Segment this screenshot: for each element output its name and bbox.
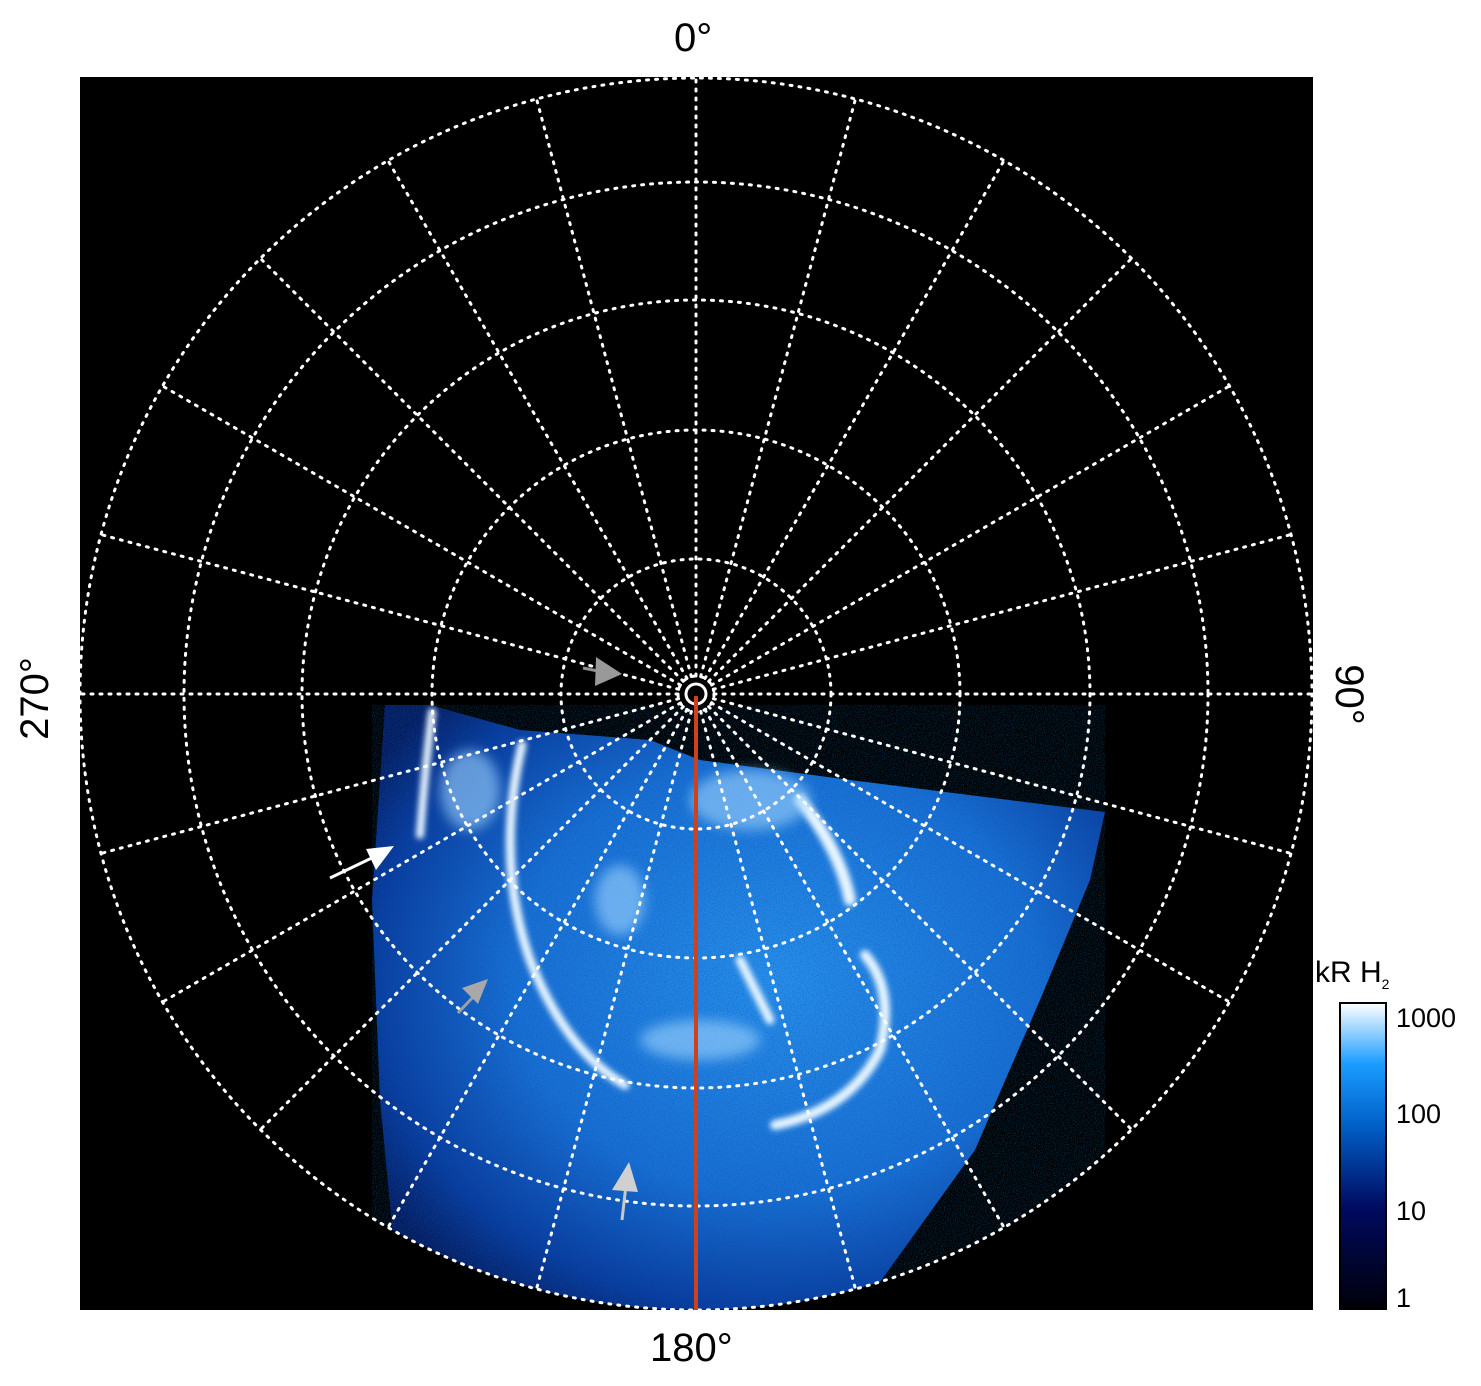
label-0deg: 0° bbox=[674, 16, 713, 60]
latitude-circle bbox=[80, 77, 1313, 1310]
longitude-line bbox=[711, 533, 1293, 691]
colorbar-title: kR H2 bbox=[1315, 956, 1390, 992]
longitude-line bbox=[703, 708, 1006, 1229]
longitude-line bbox=[710, 701, 1231, 1004]
longitude-line bbox=[386, 708, 689, 1229]
longitude-line bbox=[535, 97, 693, 679]
longitude-line bbox=[161, 701, 682, 1004]
longitude-line bbox=[699, 97, 857, 679]
longitude-line bbox=[386, 159, 689, 680]
colorbar-tick: 100 bbox=[1396, 1099, 1442, 1129]
longitude-line bbox=[99, 697, 681, 855]
longitude-line bbox=[707, 256, 1134, 683]
longitude-line bbox=[161, 384, 682, 687]
longitude-line bbox=[99, 533, 681, 691]
longitude-line bbox=[710, 384, 1231, 687]
longitude-line bbox=[707, 705, 1134, 1132]
colorbar-tick: 10 bbox=[1396, 1196, 1427, 1226]
longitude-line bbox=[711, 697, 1293, 855]
aurora-emission bbox=[372, 705, 1105, 1310]
longitude-line bbox=[258, 705, 685, 1132]
label-270deg: 270° bbox=[12, 657, 57, 740]
arrow-white bbox=[329, 846, 394, 880]
colorbar-tick: 1000 bbox=[1396, 1003, 1457, 1033]
arrow-gray-left bbox=[456, 979, 488, 1015]
colorbar bbox=[1339, 1002, 1387, 1310]
label-90deg: 90° bbox=[1326, 664, 1371, 725]
latitude-circle bbox=[300, 298, 1092, 1090]
longitude-line bbox=[258, 256, 685, 683]
arrow-gray-bottom bbox=[612, 1162, 638, 1221]
label-180deg: 180° bbox=[650, 1326, 733, 1370]
longitude-line bbox=[699, 709, 857, 1291]
longitude-line bbox=[535, 709, 693, 1291]
arrow-gray-center bbox=[582, 657, 622, 686]
colorbar-tick: 1 bbox=[1396, 1283, 1412, 1313]
longitude-line bbox=[703, 159, 1006, 680]
